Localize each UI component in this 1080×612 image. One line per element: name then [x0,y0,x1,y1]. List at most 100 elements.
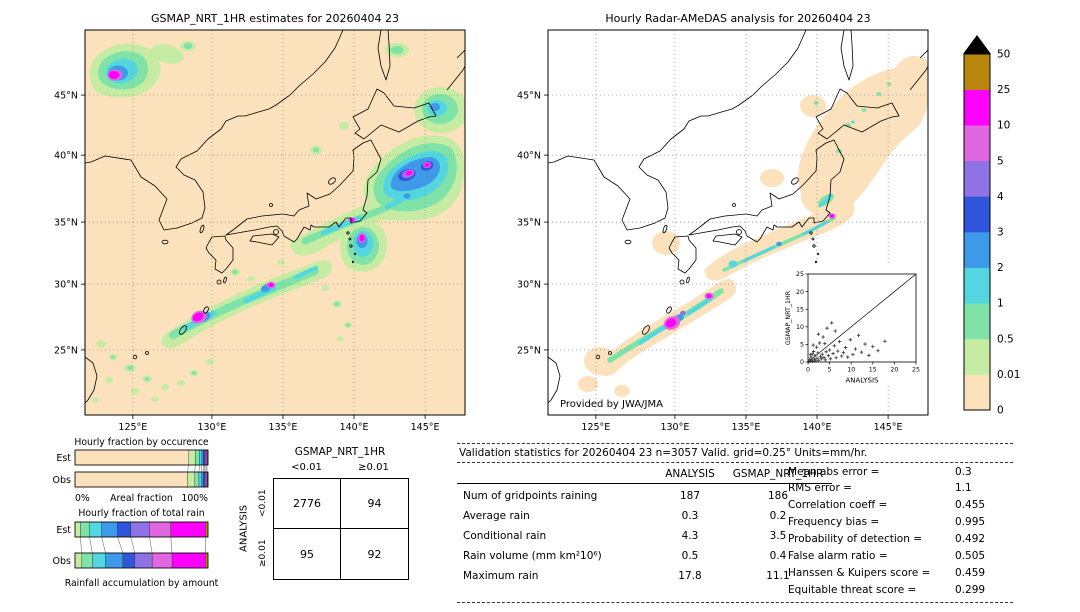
svg-text:30°N: 30°N [517,280,541,291]
metric-value: 0.299 [955,584,986,596]
svg-text:0.01: 0.01 [997,369,1020,381]
stats-row-value-analysis: 0.5 [681,550,699,562]
svg-text:Est: Est [56,525,71,536]
contingency-table: 2776 94 95 92 [273,478,409,580]
gsmap-estimate-map: 125°E 130°E 135°E 140°E 145°E 45°N 40°N 35°N 30°… [54,29,466,433]
validation-stats-panel: Validation statistics for 20260404 23 n=… [455,436,1080,612]
stats-row-value-gsmap: 186 [767,490,789,502]
contingency-cell-10: 95 [274,529,341,579]
svg-text:2: 2 [997,262,1004,274]
metric-value: 0.492 [955,533,986,545]
stats-row-value-analysis: 4.3 [681,530,699,542]
svg-text:100%: 100% [181,493,208,504]
contingency-row-label-lt: <0.01 [258,489,268,517]
svg-text:40°N: 40°N [54,151,78,162]
stats-row-value-analysis: 17.8 [678,570,702,582]
svg-text:35°N: 35°N [54,218,78,229]
svg-text:135°E: 135°E [732,422,761,433]
radar-amedas-map: ANALYSIS GSMAP_NRT_1HR 0 5 10 15 20 25 0 5 10 15 2… [517,29,929,433]
svg-text:20: 20 [890,367,898,374]
metric-label: Probability of detection = [788,533,923,545]
stats-row-label: Num of gridpoints raining [463,490,598,502]
metric-value: 0.455 [955,499,986,511]
svg-text:140°E: 140°E [803,422,832,433]
stats-row-value-gsmap: 0.2 [769,510,787,522]
stats-row-value-analysis: 0.3 [681,510,699,522]
right-map-clip-group [548,30,928,415]
inset-scatter: ANALYSIS GSMAP_NRT_1HR 0 5 10 15 20 25 0 5 10 15 2… [780,266,926,386]
svg-text:25°N: 25°N [54,345,78,356]
svg-text:145°E: 145°E [411,422,440,433]
stats-header-underline [457,483,832,484]
svg-text:25: 25 [912,367,920,374]
contingency-col-label-lt: <0.01 [291,462,322,473]
metric-value: 0.995 [955,516,986,528]
svg-text:Rainfall accumulation by amoun: Rainfall accumulation by amount [65,578,219,589]
stats-row-label: Maximum rain [463,570,539,582]
contingency-cell-01: 94 [341,479,408,529]
svg-text:5: 5 [828,367,832,374]
stats-title: Validation statistics for 20260404 23 n=… [459,447,868,459]
metric-label: RMS error = [788,482,852,494]
metric-label: Frequency bias = [788,516,880,528]
contingency-cell-00: 2776 [274,479,341,529]
svg-text:15: 15 [796,306,804,313]
svg-text:Obs: Obs [53,556,72,567]
svg-text:140°E: 140°E [340,422,369,433]
stats-row-value-gsmap: 11.1 [766,570,790,582]
metric-label: Hanssen & Kuipers score = [788,567,931,579]
svg-text:4: 4 [997,191,1004,203]
svg-text:10: 10 [796,324,804,331]
svg-text:Est: Est [56,453,71,464]
svg-text:45°N: 45°N [517,91,541,102]
stats-col-header-analysis: ANALYSIS [665,468,715,480]
inset-axes: ANALYSIS GSMAP_NRT_1HR 0 5 10 15 20 25 0 5 10 15 2… [785,271,920,384]
metric-label: False alarm ratio = [788,550,888,562]
svg-text:0%: 0% [75,493,90,504]
svg-text:1: 1 [997,298,1004,310]
inset-xlabel: ANALYSIS [845,377,879,385]
svg-text:130°E: 130°E [197,422,226,433]
svg-text:Areal fraction: Areal fraction [110,493,173,504]
metric-value: 0.3 [955,466,972,478]
left-map-clip-group [85,30,465,415]
svg-text:5: 5 [800,342,804,349]
stats-row-value-gsmap: 0.4 [769,550,787,562]
svg-text:25°N: 25°N [517,345,541,356]
svg-text:10: 10 [997,120,1010,132]
stats-row-label: Rain volume (mm km²10⁶) [463,550,602,562]
contingency-row-group-label: ANALYSIS [238,504,250,552]
svg-text:125°E: 125°E [118,422,147,433]
metric-value: 0.505 [955,550,986,562]
svg-text:130°E: 130°E [660,422,689,433]
inset-ylabel: GSMAP_NRT_1HR [785,290,792,345]
contingency-col-label-ge: ≥0.01 [358,462,389,473]
svg-text:0: 0 [806,367,810,374]
left-map-title: GSMAP_NRT_1HR estimates for 20260404 23 [150,12,400,25]
contingency-row-label-ge: ≥0.01 [258,539,268,567]
svg-text:40°N: 40°N [517,151,541,162]
svg-text:30°N: 30°N [54,280,78,291]
svg-text:0: 0 [800,359,804,366]
svg-text:5: 5 [997,155,1004,167]
right-map-title: Hourly Radar-AMeDAS analysis for 2026040… [605,12,871,25]
svg-text:135°E: 135°E [269,422,298,433]
svg-text:50: 50 [997,49,1010,61]
contingency-col-group-label: GSMAP_NRT_1HR [294,446,386,458]
stats-col-header-gsmap: GSMAP_NRT_1HR [732,468,824,480]
contingency-cell-11: 92 [367,547,382,561]
svg-text:0.5: 0.5 [997,333,1014,345]
stats-row-label: Average rain [463,510,530,522]
metric-value: 1.1 [955,482,972,494]
inset-diagonal-line [807,273,917,363]
colorbar: 0 0.01 0.5 1 2 3 4 5 10 25 50 [963,35,1020,417]
svg-text:15: 15 [869,367,877,374]
stats-row-value-analysis: 187 [679,490,701,502]
inset-scatter-points [807,321,887,364]
svg-text:25: 25 [997,84,1010,96]
svg-text:35°N: 35°N [517,218,541,229]
svg-text:10: 10 [847,367,855,374]
contingency-panel: GSMAP_NRT_1HR <0.01 ≥0.01 ANALYSIS <0.01… [233,436,438,612]
